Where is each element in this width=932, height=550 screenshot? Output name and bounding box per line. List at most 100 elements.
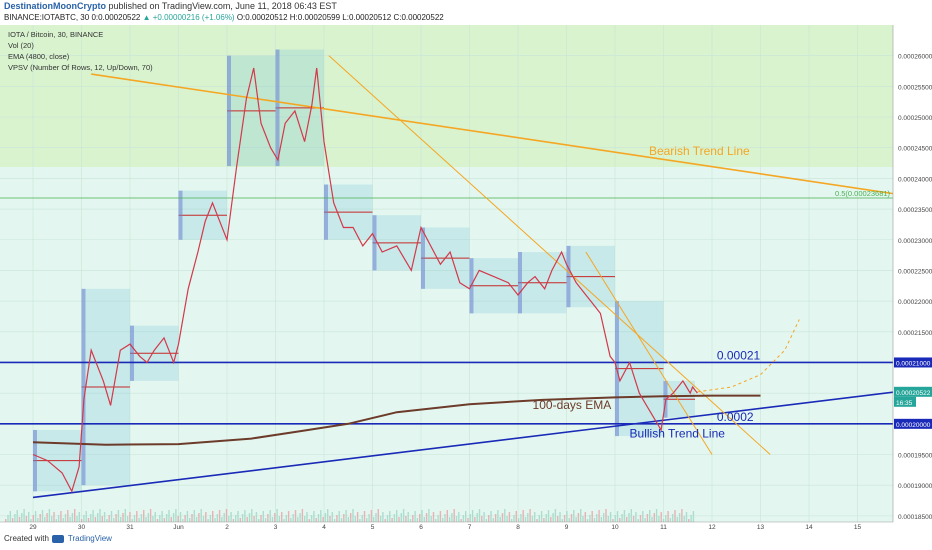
volume-bar — [264, 518, 267, 522]
volume-bar — [62, 518, 64, 522]
volume-bar — [99, 509, 101, 522]
volume-bar — [451, 513, 453, 522]
volume-bar — [508, 512, 511, 522]
volume-bar — [683, 516, 685, 522]
volume-bar — [64, 514, 67, 522]
volume-bar — [630, 509, 632, 522]
volume-bar — [511, 519, 513, 522]
volume-bar — [161, 511, 163, 522]
volume-bar — [614, 515, 616, 522]
volume-bar — [515, 511, 517, 522]
volume-bar — [467, 518, 469, 522]
tradingview-logo-icon — [51, 534, 64, 543]
volume-bar — [563, 515, 566, 522]
volume-bar — [531, 516, 534, 522]
volume-bar — [492, 518, 494, 522]
footer: Created with TradingView — [4, 534, 112, 543]
volume-bar — [667, 511, 669, 522]
horizontal-levels — [0, 197, 893, 425]
volume-bar — [80, 519, 83, 522]
volume-bar — [260, 515, 262, 522]
volume-bar — [596, 514, 598, 522]
volume-bar — [78, 512, 80, 522]
volume-bar — [262, 511, 264, 522]
volume-bar — [32, 515, 34, 522]
x-tick-label: Jun — [173, 524, 184, 530]
volume-bar — [85, 511, 87, 522]
volume-bar — [235, 515, 237, 522]
volume-bar — [409, 519, 412, 522]
volume-bar — [377, 509, 379, 522]
tradingview-brand[interactable]: TradingView — [67, 534, 112, 543]
volume-bar — [281, 512, 283, 522]
profile-histogram — [130, 325, 134, 381]
profile-histogram — [421, 227, 425, 289]
volume-bar — [554, 509, 557, 522]
volume-bar — [352, 509, 354, 522]
volume-bar — [138, 518, 140, 522]
volume-bar — [506, 516, 508, 522]
volume-bar — [315, 518, 317, 522]
volume-bar — [476, 513, 478, 522]
volume-bar — [329, 516, 331, 522]
volume-bar — [124, 509, 126, 522]
volume-bar — [16, 510, 18, 522]
legend-title: IOTA / Bitcoin, 30, BINANCE — [8, 30, 103, 39]
volume-bar — [69, 517, 71, 522]
level-tag-20-bg — [894, 418, 932, 429]
volume-bar — [129, 512, 131, 522]
volume-bar — [660, 512, 662, 522]
volume-bar — [186, 511, 189, 522]
volume-bar — [430, 516, 432, 522]
y-tick-label: 0.00025500 — [898, 84, 932, 91]
volume-bar — [221, 517, 223, 522]
volume-bar — [145, 517, 147, 522]
author-link[interactable]: DestinationMoonCrypto — [4, 1, 106, 11]
volume-bar — [603, 513, 605, 522]
volume-bar — [228, 516, 230, 522]
trend-line — [32, 386, 932, 499]
volume-bar — [692, 511, 695, 522]
x-tick-label: 2 — [225, 524, 229, 530]
volume-bar — [458, 512, 460, 522]
volume-bar — [534, 512, 536, 522]
volume-bar — [432, 512, 435, 522]
volume-bar — [607, 516, 609, 522]
price-chart[interactable]: Bearish Trend Line Bullish Trend Line 100-… — [0, 25, 932, 530]
price-series-line — [32, 67, 698, 493]
volume-bar — [57, 515, 60, 522]
x-tick-label: 6 — [419, 524, 423, 530]
volume-bar — [292, 514, 294, 522]
profile-histogram — [275, 49, 280, 167]
volume-bar — [559, 512, 561, 522]
c-value: 0.00020522 — [401, 13, 444, 22]
volume-bar — [538, 515, 540, 522]
volume-bar — [605, 509, 607, 522]
volume-bar — [416, 518, 419, 522]
volume-bar — [419, 514, 421, 522]
volume-bar — [246, 517, 248, 522]
volume-bar — [561, 519, 563, 522]
volume-bar — [471, 510, 474, 522]
volume-bar — [497, 510, 499, 522]
volume-bar — [598, 510, 600, 522]
published-text: published on TradingView.com, June 11, 2… — [108, 1, 337, 11]
volume-bar — [655, 509, 658, 522]
volume-bar — [248, 513, 251, 522]
volume-bar — [566, 511, 568, 522]
volume-bar — [37, 518, 39, 522]
volume-bar — [209, 515, 212, 522]
volume-bar — [306, 512, 308, 522]
volume-bar — [159, 515, 161, 522]
volume-bar — [547, 510, 550, 522]
volume-bar — [324, 513, 327, 522]
volume-bar — [101, 516, 103, 522]
volume-bar — [685, 512, 688, 522]
trend-line — [585, 251, 713, 455]
volume-bar — [55, 519, 57, 522]
volume-bar — [166, 514, 168, 522]
volume-bar — [117, 510, 120, 522]
price-tags: 0.00021000 0.00020000 0.00020522 16:35 — [894, 357, 932, 429]
volume-bar — [412, 515, 414, 522]
open-label: 0: — [91, 13, 99, 22]
